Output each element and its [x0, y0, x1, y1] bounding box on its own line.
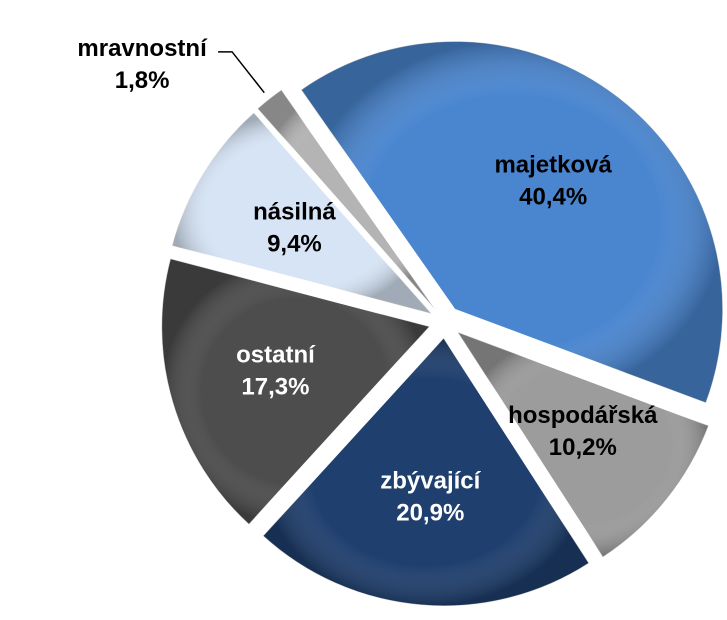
slice-value-label: 1,8% — [115, 67, 170, 94]
slice-label: majetková — [494, 151, 612, 178]
slice-label: násilná — [253, 199, 336, 226]
slice-label: ostatní — [236, 341, 316, 368]
slice-value-label: 40,4% — [519, 183, 587, 210]
slice-value-label: 17,3% — [241, 373, 309, 400]
slice-value-label: 20,9% — [396, 500, 464, 527]
slice-value-label: 10,2% — [549, 434, 617, 461]
slice-label: hospodářská — [508, 402, 658, 429]
slice-label: mravnostní — [77, 35, 208, 62]
leader-line — [218, 51, 265, 94]
slice-label: zbývající — [380, 468, 481, 495]
slice-value-label: 9,4% — [267, 231, 322, 258]
